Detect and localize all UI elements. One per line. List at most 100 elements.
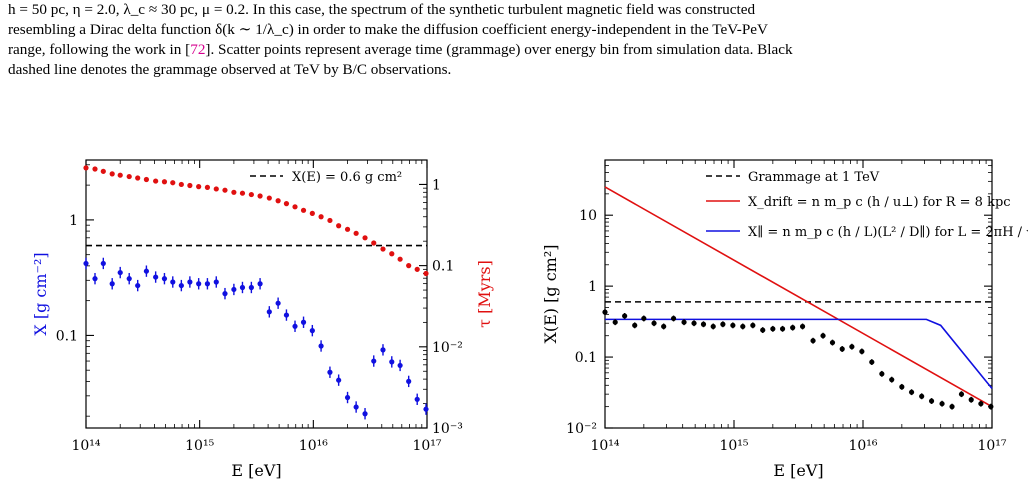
y-tick-label: 10	[579, 208, 597, 224]
data-point	[790, 325, 796, 331]
time-point	[353, 230, 359, 236]
data-point	[740, 323, 746, 330]
x-axis-label: E [eV]	[773, 461, 823, 480]
legend-label: X(E) = 0.6 g cm²	[292, 170, 402, 185]
time-point	[222, 187, 228, 193]
time-point	[248, 191, 254, 198]
y-right-tick-label: 10⁻³	[432, 421, 463, 437]
time-point	[327, 217, 333, 224]
grammage-point	[414, 396, 420, 402]
data-point	[710, 323, 716, 330]
caption-line-4: dashed line denotes the grammage observe…	[8, 61, 452, 78]
grammage-point	[109, 281, 115, 287]
grammage-point	[318, 343, 324, 349]
grammage-point	[266, 309, 272, 315]
data-point	[949, 404, 955, 410]
time-point	[126, 173, 132, 180]
grammage-point	[196, 281, 202, 287]
data-point	[939, 401, 945, 407]
figure-caption: h = 50 pc, η = 2.0, λ_c ≈ 30 pc, μ = 0.2…	[8, 0, 1022, 80]
chart-left-panel: 10¹⁴ 10¹⁵ 10¹⁶ 10¹⁷ 1 0.1 1 0.1 10⁻² 10⁻³ E [eV] X …	[31, 159, 494, 480]
y-right-tick-label: 0.1	[432, 259, 454, 275]
data-point	[908, 389, 915, 395]
data-point	[968, 397, 974, 403]
data-point	[700, 321, 707, 327]
time-point	[170, 180, 176, 186]
grammage-point	[336, 377, 342, 383]
data-point	[958, 391, 965, 397]
time-point	[100, 168, 106, 174]
data-point	[681, 319, 687, 325]
grammage-point	[353, 404, 359, 410]
grammage-point	[213, 279, 219, 285]
grammage-point	[292, 323, 298, 329]
time-point	[380, 246, 386, 252]
data-point	[770, 326, 776, 332]
time-point	[344, 226, 351, 232]
data-point	[829, 339, 836, 346]
x-tick-label: 10¹⁴	[71, 438, 100, 454]
y-tick-label: 0.1	[575, 350, 597, 366]
time-point	[266, 195, 272, 201]
time-point	[231, 189, 237, 195]
plot-frame	[604, 159, 993, 429]
data-point	[720, 321, 726, 327]
time-point	[153, 178, 159, 184]
data-point	[869, 359, 875, 365]
time-point	[257, 193, 263, 199]
data-point	[879, 371, 885, 377]
time-point	[292, 204, 298, 210]
time-point	[187, 182, 193, 189]
time-point	[362, 235, 368, 241]
y-tick-label: 0.1	[56, 328, 78, 344]
caption-line-3: range, following the work in [72]. Scatt…	[8, 40, 1022, 60]
grammage-point	[161, 276, 168, 282]
grammage-point	[100, 260, 106, 267]
time-point	[371, 240, 377, 246]
time-point	[283, 201, 290, 207]
grammage-point	[362, 411, 368, 417]
time-point	[397, 256, 403, 262]
time-point	[213, 186, 219, 192]
x-axis-label: E [eV]	[231, 461, 281, 480]
x-tick-label: 10¹⁷	[977, 438, 1006, 454]
grammage-point	[406, 378, 412, 384]
grammage-point	[300, 319, 307, 325]
time-point	[309, 210, 315, 216]
y-tick-label: 1	[588, 279, 597, 295]
grammage-point	[170, 279, 176, 285]
data-point	[730, 322, 736, 328]
grammage-point	[231, 286, 237, 293]
grammage-point	[153, 274, 159, 280]
data-point	[670, 315, 677, 322]
chart-right-panel: 10¹⁴ 10¹⁵ 10¹⁶ 10¹⁷ 10 1 0.1 10⁻² E [eV] X(E) [g …	[541, 159, 1028, 480]
data-point	[779, 326, 786, 332]
y-right-tick-label: 10⁻²	[432, 340, 463, 356]
data-point	[849, 344, 855, 350]
grammage-point	[309, 328, 315, 334]
time-point	[414, 266, 420, 272]
grammage-point	[275, 300, 281, 306]
caption-line-2: resembling a Dirac delta function δ(k ∼ …	[8, 21, 769, 38]
time-point	[389, 251, 395, 257]
time-point	[135, 175, 141, 181]
grammage-point	[135, 282, 141, 289]
y-right-tick-label: 1	[432, 177, 441, 193]
grammage-point	[83, 260, 89, 267]
data-point	[632, 322, 638, 328]
grammage-point	[423, 406, 429, 412]
data-point	[750, 322, 756, 328]
caption-line-3-start: range, following the work in [	[8, 41, 191, 58]
grammage-point	[92, 276, 98, 282]
grammage-point	[222, 291, 228, 297]
time-point	[109, 171, 115, 177]
time-point	[117, 172, 123, 178]
data-point	[651, 320, 657, 326]
citation-link[interactable]: 72	[190, 41, 206, 58]
data-point	[760, 327, 766, 333]
legend-label: X_drift = n m_p c (h / u⊥) for R = 8 kpc	[748, 195, 1011, 210]
time-point	[406, 263, 412, 269]
x-tick-label: 10¹⁶	[299, 438, 328, 454]
series-line	[605, 318, 993, 390]
caption-line-1: h = 50 pc, η = 2.0, λ_c ≈ 30 pc, μ = 0.2…	[8, 1, 756, 18]
